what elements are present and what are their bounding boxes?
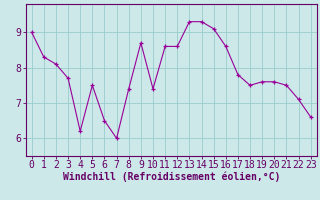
X-axis label: Windchill (Refroidissement éolien,°C): Windchill (Refroidissement éolien,°C) (62, 172, 280, 182)
